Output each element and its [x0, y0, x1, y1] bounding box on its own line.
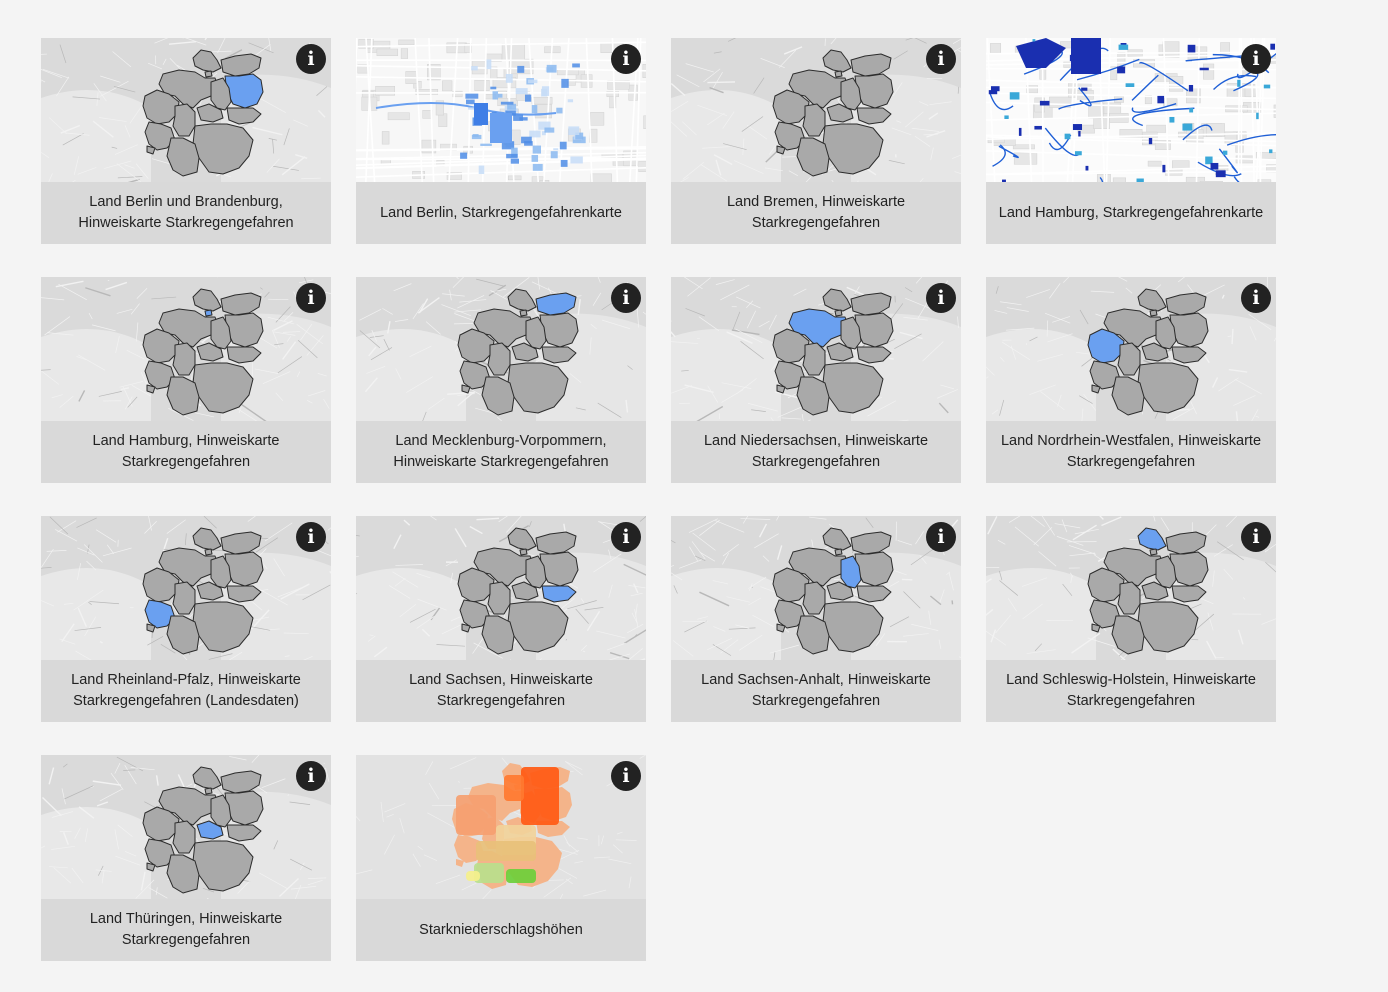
info-icon[interactable]: i	[926, 522, 956, 552]
map-card[interactable]: i Land Schleswig-Holstein, Hinweiskarte S…	[986, 516, 1276, 722]
map-card[interactable]: i Land Bremen, Hinweiskarte Starkregengef…	[671, 38, 961, 244]
map-card-title: Land Schleswig-Holstein, Hinweiskarte St…	[1006, 672, 1256, 709]
map-card-title: Land Thüringen, Hinweiskarte Starkregeng…	[89, 911, 283, 948]
info-icon[interactable]: i	[296, 761, 326, 791]
info-icon[interactable]: i	[1241, 283, 1271, 313]
map-thumbnail[interactable]: i	[356, 38, 646, 182]
info-icon[interactable]: i	[926, 44, 956, 74]
map-thumbnail[interactable]: i	[41, 755, 331, 899]
map-card-title: Land Mecklenburg-Vorpommern, Hinweiskart…	[393, 433, 609, 470]
map-card-title: Land Rheinland-Pfalz, Hinweiskarte Stark…	[71, 672, 301, 709]
map-card-title: Land Berlin, Starkregengefahrenkarte	[380, 204, 622, 221]
map-card[interactable]: i Land Mecklenburg-Vorpommern, Hinweiskar…	[356, 277, 646, 483]
map-card-title: Land Sachsen-Anhalt, Hinweiskarte Starkr…	[701, 672, 931, 709]
map-thumbnail[interactable]: i	[671, 516, 961, 660]
map-card[interactable]: i Land Hamburg, Hinweiskarte Starkregenge…	[41, 277, 331, 483]
map-card-title: Starkniederschlagshöhen	[419, 921, 583, 938]
map-card[interactable]: i Land Sachsen-Anhalt, Hinweiskarte Stark…	[671, 516, 961, 722]
map-thumbnail[interactable]: i	[356, 516, 646, 660]
info-icon[interactable]: i	[296, 522, 326, 552]
map-thumbnail[interactable]: i	[986, 516, 1276, 660]
map-thumbnail[interactable]: i	[356, 277, 646, 421]
map-card-title: Land Nordrhein-Westfalen, Hinweiskarte S…	[1000, 433, 1262, 470]
info-icon[interactable]: i	[611, 522, 641, 552]
map-card-title: Land Berlin und Brandenburg, Hinweiskart…	[78, 194, 294, 231]
map-card[interactable]: i Land Rheinland-Pfalz, Hinweiskarte Star…	[41, 516, 331, 722]
info-icon[interactable]: i	[611, 283, 641, 313]
map-thumbnail[interactable]: i	[41, 38, 331, 182]
map-thumbnail[interactable]: i	[671, 38, 961, 182]
map-card[interactable]: i Land Hamburg, Starkregengefahrenkarte	[986, 38, 1276, 244]
info-icon[interactable]: i	[1241, 522, 1271, 552]
info-icon[interactable]: i	[611, 44, 641, 74]
info-icon[interactable]: i	[1241, 44, 1271, 74]
map-card[interactable]: i Land Nordrhein-Westfalen, Hinweiskarte …	[986, 277, 1276, 483]
map-card[interactable]: i Land Sachsen, Hinweiskarte Starkregenge…	[356, 516, 646, 722]
map-card-title: Land Niedersachsen, Hinweiskarte Starkre…	[703, 433, 929, 470]
map-card[interactable]: i Land Niedersachsen, Hinweiskarte Starkr…	[671, 277, 961, 483]
map-thumbnail[interactable]: i	[986, 38, 1276, 182]
info-icon[interactable]: i	[296, 44, 326, 74]
map-card-title: Land Hamburg, Hinweiskarte Starkregengef…	[92, 433, 280, 470]
map-card[interactable]: i Land Berlin und Brandenburg, Hinweiskar…	[41, 38, 331, 244]
map-card[interactable]: i Land Thüringen, Hinweiskarte Starkregen…	[41, 755, 331, 961]
map-card-title: Land Hamburg, Starkregengefahrenkarte	[998, 204, 1264, 221]
map-card-grid: i Land Berlin und Brandenburg, Hinweiskar…	[41, 38, 1276, 961]
map-card[interactable]: i Starkniederschlagshöhen	[356, 755, 646, 961]
map-thumbnail[interactable]: i	[356, 755, 646, 899]
info-icon[interactable]: i	[296, 283, 326, 313]
map-card-title: Land Sachsen, Hinweiskarte Starkregengef…	[409, 672, 593, 709]
info-icon[interactable]: i	[611, 761, 641, 791]
map-card[interactable]: i Land Berlin, Starkregengefahrenkarte	[356, 38, 646, 244]
info-icon[interactable]: i	[926, 283, 956, 313]
map-thumbnail[interactable]: i	[41, 277, 331, 421]
map-thumbnail[interactable]: i	[671, 277, 961, 421]
map-card-title: Land Bremen, Hinweiskarte Starkregengefa…	[726, 194, 906, 231]
map-thumbnail[interactable]: i	[41, 516, 331, 660]
map-thumbnail[interactable]: i	[986, 277, 1276, 421]
